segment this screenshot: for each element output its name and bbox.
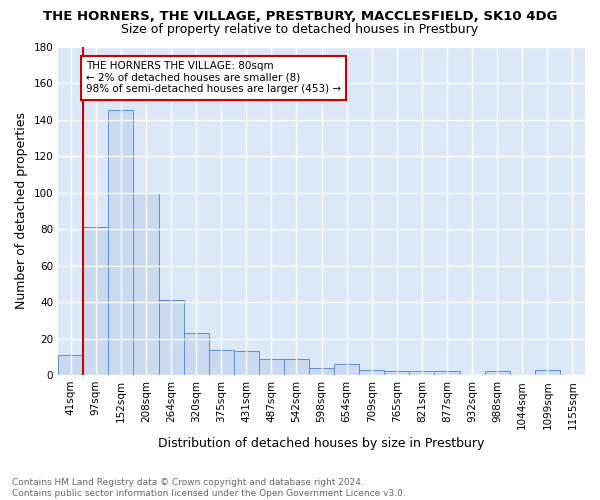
Bar bbox=[409, 372, 434, 375]
Bar bbox=[385, 372, 409, 375]
Bar bbox=[334, 364, 359, 375]
Bar bbox=[158, 300, 184, 375]
X-axis label: Distribution of detached houses by size in Prestbury: Distribution of detached houses by size … bbox=[158, 437, 485, 450]
Bar bbox=[209, 350, 234, 375]
Y-axis label: Number of detached properties: Number of detached properties bbox=[15, 112, 28, 310]
Bar bbox=[485, 372, 510, 375]
Bar bbox=[58, 355, 83, 375]
Bar bbox=[309, 368, 334, 375]
Bar bbox=[434, 372, 460, 375]
Bar bbox=[234, 352, 259, 375]
Bar bbox=[83, 227, 109, 375]
Text: THE HORNERS, THE VILLAGE, PRESTBURY, MACCLESFIELD, SK10 4DG: THE HORNERS, THE VILLAGE, PRESTBURY, MAC… bbox=[43, 10, 557, 23]
Bar bbox=[284, 358, 309, 375]
Bar bbox=[535, 370, 560, 375]
Bar bbox=[109, 110, 133, 375]
Text: Contains HM Land Registry data © Crown copyright and database right 2024.
Contai: Contains HM Land Registry data © Crown c… bbox=[12, 478, 406, 498]
Bar bbox=[184, 333, 209, 375]
Text: Size of property relative to detached houses in Prestbury: Size of property relative to detached ho… bbox=[121, 22, 479, 36]
Text: THE HORNERS THE VILLAGE: 80sqm
← 2% of detached houses are smaller (8)
98% of se: THE HORNERS THE VILLAGE: 80sqm ← 2% of d… bbox=[86, 61, 341, 94]
Bar bbox=[259, 358, 284, 375]
Bar bbox=[133, 192, 158, 375]
Bar bbox=[359, 370, 385, 375]
